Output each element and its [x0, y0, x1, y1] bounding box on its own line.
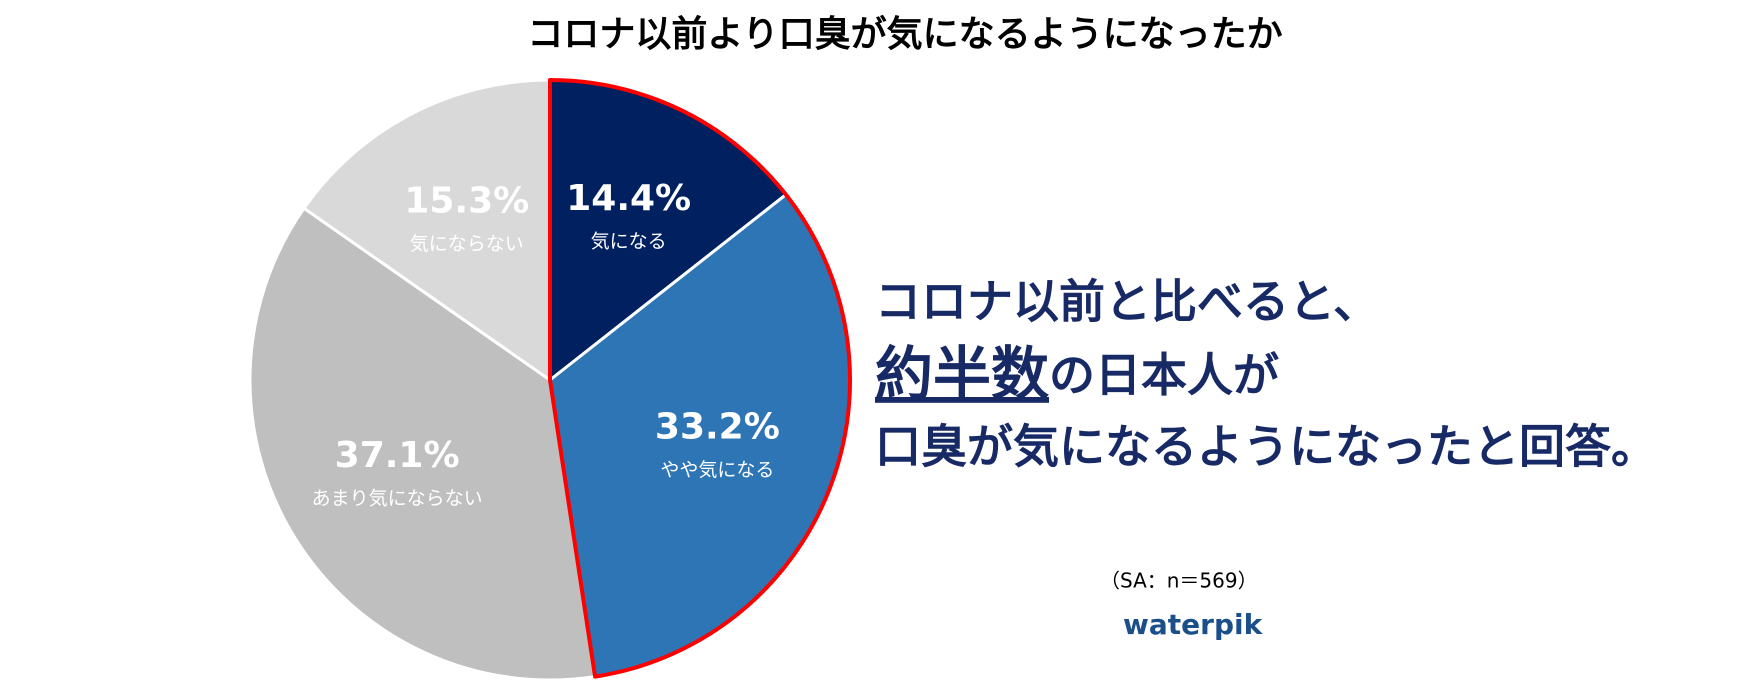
- value-label: 33.2%: [655, 406, 780, 447]
- annotation-text: の日本人が: [1049, 348, 1279, 402]
- category-label: やや気になる: [660, 459, 774, 481]
- value-label: 15.3%: [404, 180, 529, 221]
- value-label: 37.1%: [335, 435, 460, 476]
- note: （SA：n＝569）: [1100, 569, 1258, 593]
- pie-slice: [301, 78, 552, 383]
- chart-title: コロナ以前より口臭が気になるようになったか: [527, 14, 1282, 55]
- category-label: あまり気にならない: [312, 488, 483, 510]
- highlight-outline: [548, 78, 853, 679]
- pie: [248, 78, 853, 682]
- annotation-line: 口臭が気になるようになったと回答。: [875, 420, 1657, 474]
- pie-slice: [248, 206, 597, 682]
- logo: waterpik: [1123, 608, 1264, 641]
- category-label: 気にならない: [410, 233, 524, 255]
- annotation-line: コロナ以前と比べると、: [875, 275, 1379, 329]
- annotation-line: 約半数の日本人が: [875, 340, 1279, 408]
- annotation-emphasis: 約半数: [875, 340, 1049, 408]
- slice-labels: 14.4% 気になる 33.2% やや気になる 37.1% あまり気にならない 15.3% 気…: [312, 178, 780, 509]
- value-label: 14.4%: [566, 178, 691, 219]
- category-label: 気になる: [591, 231, 667, 253]
